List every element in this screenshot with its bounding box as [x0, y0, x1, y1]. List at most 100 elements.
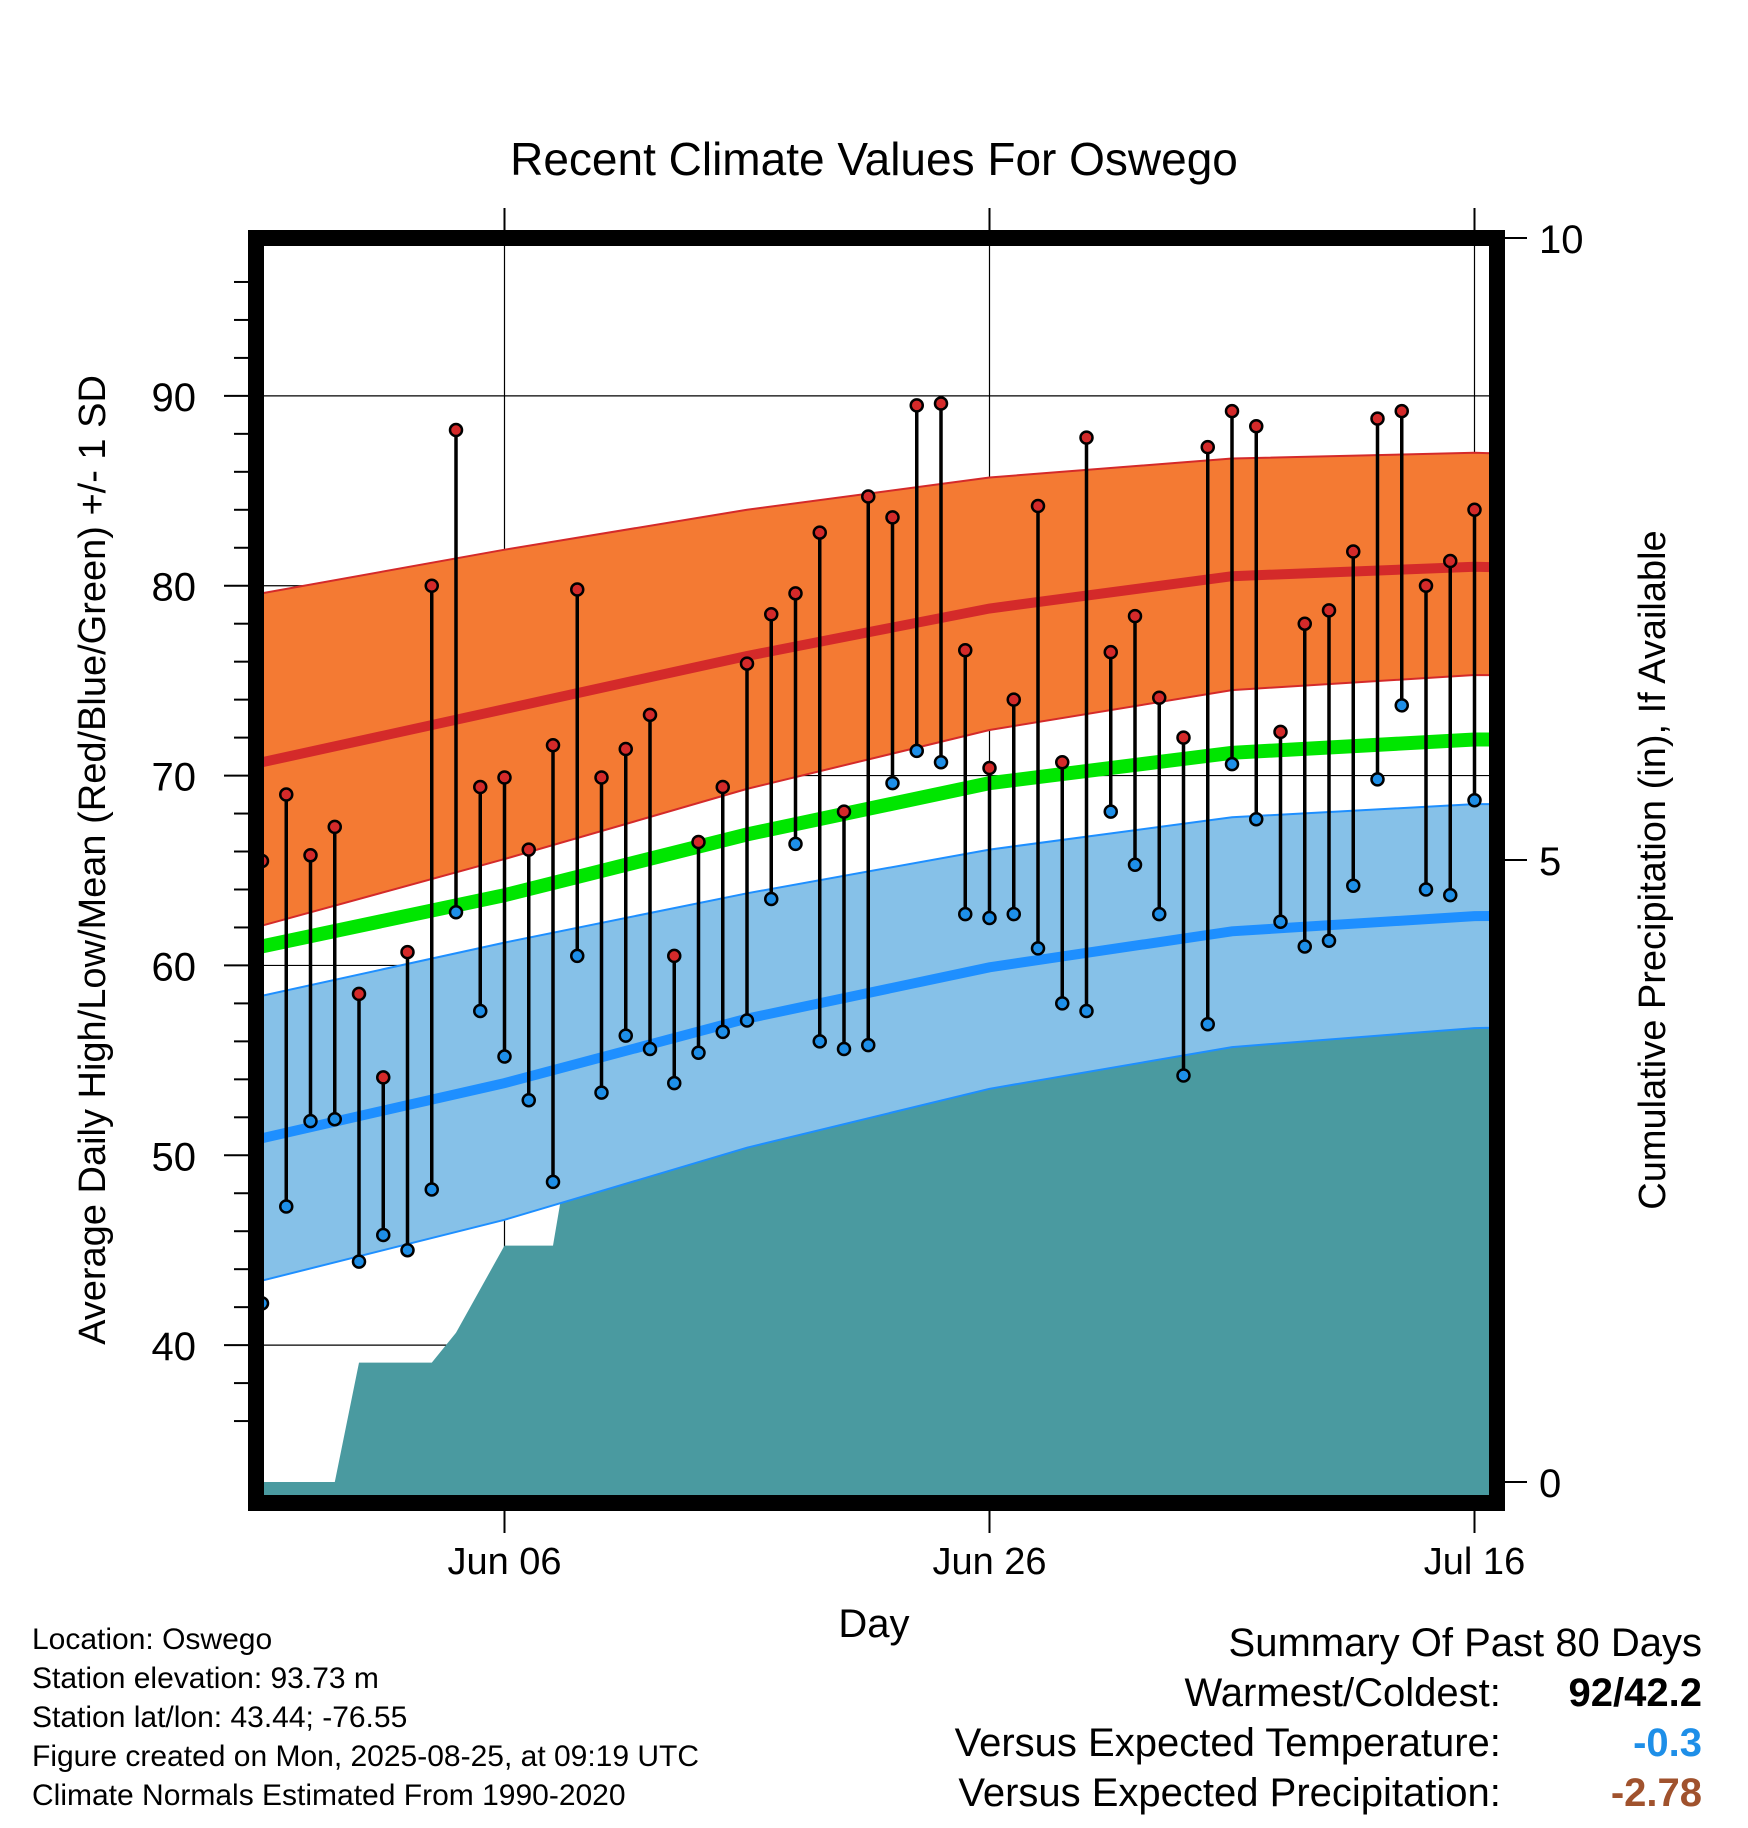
- daily-high-point: [594, 770, 609, 785]
- y-axis-label: Average Daily High/Low/Mean (Red/Blue/Gr…: [72, 375, 114, 1345]
- daily-high-point: [279, 787, 294, 802]
- daily-low-point: [545, 1174, 561, 1190]
- daily-low-point: [1297, 939, 1312, 954]
- daily-low-point: [1467, 793, 1482, 808]
- y-tick-label: 80: [152, 566, 197, 610]
- daily-low-point: [1614, 1102, 1626, 1114]
- daily-high-point: [1443, 553, 1458, 569]
- daily-high-point: [1566, 743, 1578, 755]
- daily-low-point: [1176, 1068, 1191, 1083]
- y2-tick-label: 10: [1539, 218, 1584, 262]
- daily-high-point: [1735, 589, 1747, 601]
- daily-high-point: [1152, 690, 1167, 705]
- daily-low-point: [400, 1242, 415, 1258]
- daily-low-point: [279, 1199, 294, 1214]
- y2-axis-label: Cumulative Precipitation (in), If Availa…: [1632, 530, 1674, 1209]
- daily-low-point: [1224, 756, 1240, 772]
- daily-high-point: [1321, 603, 1337, 618]
- daily-high-point: [1614, 754, 1626, 766]
- daily-high-point: [1663, 352, 1675, 364]
- x-axis-label: Day: [838, 1602, 909, 1646]
- normal-low-line: [262, 910, 1491, 1144]
- daily-low-point: [521, 1092, 536, 1108]
- daily-low-point: [715, 1024, 730, 1040]
- daily-high-point: [400, 944, 415, 960]
- daily-high-point: [739, 656, 755, 671]
- daily-high-point: [1418, 578, 1434, 593]
- y-tick-label: 40: [152, 1325, 197, 1369]
- daily-high-point: [521, 842, 536, 857]
- daily-high-point: [1687, 566, 1699, 578]
- daily-low-point: [691, 1045, 706, 1061]
- daily-high-point: [1517, 762, 1529, 774]
- daily-low-point: [836, 1041, 852, 1057]
- daily-low-point: [1079, 1003, 1094, 1019]
- daily-low-point: [1711, 923, 1723, 935]
- daily-low-point: [1055, 996, 1070, 1011]
- daily-high-point: [497, 770, 512, 785]
- daily-low-point: [1030, 941, 1046, 956]
- summary-title: Summary Of Past 80 Days: [1228, 1621, 1702, 1665]
- daily-high-point: [1590, 787, 1602, 799]
- daily-low-point: [958, 906, 973, 922]
- daily-high-point: [933, 396, 949, 411]
- daily-high-point: [1030, 498, 1046, 514]
- daily-high-point: [1394, 403, 1409, 419]
- daily-high-point: [303, 848, 318, 863]
- y-tick-label: 70: [152, 756, 197, 800]
- daily-low-point: [1687, 876, 1699, 888]
- daily-low-point: [448, 905, 464, 920]
- daily-high-point: [1127, 608, 1143, 624]
- location-text: Location: Oswego: [32, 1623, 273, 1656]
- daily-high-point: [715, 779, 730, 795]
- warmest-value: 92/42.2: [1568, 1671, 1702, 1715]
- y-tick-label: 60: [152, 945, 197, 989]
- summary-temp-row: Versus Expected Temperature: -0.3: [955, 1718, 1702, 1768]
- daily-low-point: [424, 1182, 439, 1197]
- daily-low-point: [812, 1034, 827, 1049]
- daily-low-point: [1103, 804, 1118, 819]
- daily-low-point: [1541, 1138, 1553, 1150]
- daily-high-point: [836, 804, 852, 819]
- daily-high-point: [691, 834, 706, 850]
- daily-low-point: [667, 1075, 682, 1091]
- daily-high-point: [642, 707, 658, 723]
- warmest-label: Warmest/Coldest:: [1184, 1671, 1501, 1715]
- daily-high-point: [788, 586, 803, 601]
- daily-low-point: [1346, 878, 1361, 893]
- precip-diff-label: Versus Expected Precipitation:: [958, 1771, 1501, 1815]
- daily-high-point: [545, 737, 561, 753]
- daily-low-point: [1443, 887, 1458, 903]
- daily-high-point: [351, 986, 367, 1002]
- precip-diff-value: -2.78: [1610, 1771, 1702, 1815]
- y2-tick-label: 0: [1539, 1462, 1561, 1506]
- daily-high-point: [1711, 490, 1723, 502]
- daily-high-point: [376, 1070, 391, 1085]
- daily-low-point: [933, 755, 949, 770]
- daily-high-point: [473, 779, 488, 795]
- daily-low-point: [1006, 906, 1021, 922]
- chart-title: Recent Climate Values For Oswego: [510, 133, 1238, 185]
- daily-low-point: [618, 1028, 633, 1043]
- daily-low-point: [497, 1049, 512, 1064]
- temp-diff-label: Versus Expected Temperature:: [954, 1721, 1501, 1765]
- y-tick-label: 90: [152, 376, 197, 420]
- temp-diff-value: -0.3: [1633, 1721, 1702, 1765]
- daily-low-point: [1735, 745, 1747, 757]
- y-tick-label: 50: [152, 1135, 197, 1179]
- elevation-text: Station elevation: 93.73 m: [32, 1662, 379, 1695]
- daily-high-point: [909, 398, 924, 413]
- plot-frame: [248, 230, 1505, 1511]
- daily-low-point: [594, 1085, 609, 1100]
- daily-low-point: [1590, 1047, 1602, 1059]
- daily-high-point: [1224, 403, 1240, 419]
- daily-high-point: [1273, 724, 1288, 740]
- daily-high-point: [764, 606, 779, 622]
- daily-low-point: [982, 910, 997, 926]
- daily-low-point: [1517, 1106, 1529, 1118]
- daily-low-point: [642, 1041, 658, 1057]
- x-tick-label: Jul 16: [1424, 1541, 1525, 1583]
- daily-high-point: [1103, 644, 1118, 660]
- daily-high-point: [812, 525, 827, 540]
